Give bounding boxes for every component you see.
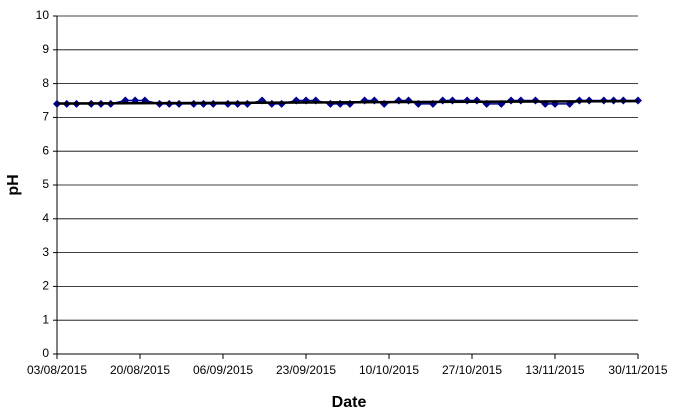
x-tick-label: 06/09/2015 [193, 363, 253, 377]
data-point [634, 96, 642, 105]
x-tick-label: 13/11/2015 [525, 363, 584, 377]
x-tick-label: 20/08/2015 [110, 363, 170, 377]
y-tick-label: 9 [42, 42, 49, 56]
data-point [472, 96, 481, 105]
x-tick-label: 23/09/2015 [276, 363, 336, 377]
y-tick-label: 8 [42, 76, 49, 90]
data-point [326, 99, 335, 108]
data-point [336, 99, 345, 108]
x-tick-label: 30/11/2015 [608, 363, 667, 377]
data-point [53, 99, 61, 108]
trend-line [56, 99, 639, 105]
y-tick-label: 2 [42, 279, 49, 293]
x-tick-label: 27/10/2015 [442, 363, 502, 377]
data-point [448, 96, 457, 105]
data-point [438, 96, 447, 105]
y-tick-label: 4 [42, 211, 49, 225]
x-axis-title: Date [332, 394, 367, 411]
y-axis-title: pH [5, 174, 22, 195]
x-tick-label: 10/10/2015 [359, 363, 419, 377]
data-point [277, 99, 286, 108]
y-tick-label: 0 [42, 346, 49, 360]
y-tick-label: 6 [42, 143, 49, 157]
y-tick-label: 1 [42, 312, 49, 326]
x-tick-label: 03/08/2015 [27, 363, 87, 377]
y-tick-label: 10 [36, 8, 50, 22]
y-tick-label: 5 [42, 177, 49, 191]
y-tick-label: 3 [42, 245, 49, 259]
y-tick-label: 7 [42, 110, 49, 124]
data-point [463, 96, 472, 105]
